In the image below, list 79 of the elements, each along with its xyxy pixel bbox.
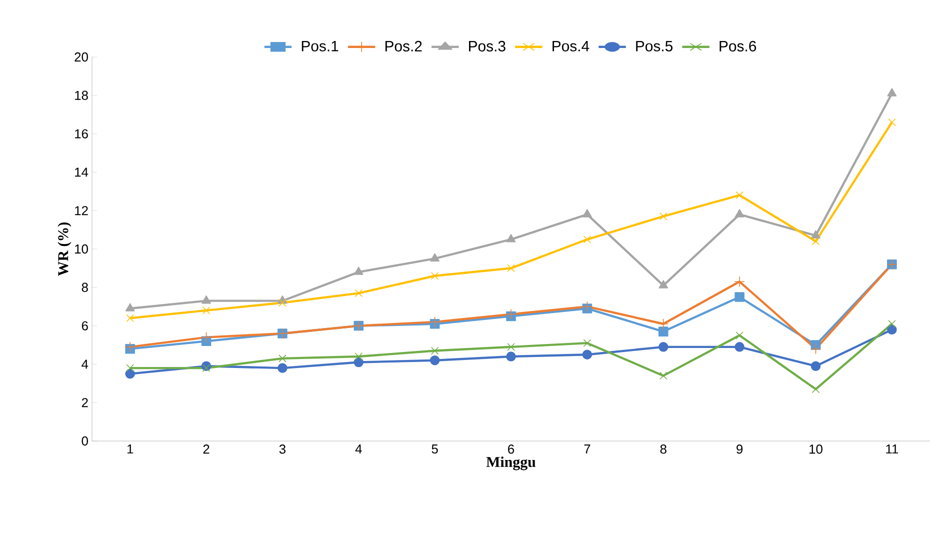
x-tick-label: 3 xyxy=(279,444,286,454)
x-tick-label: 2 xyxy=(203,444,210,454)
point xyxy=(506,234,516,242)
point xyxy=(659,372,668,380)
x-tick-label: 6 xyxy=(508,444,514,454)
legend-label: Pos.3 xyxy=(469,40,506,52)
y-tick-label: 10 xyxy=(75,244,88,254)
legend-label: Pos.1 xyxy=(302,40,338,52)
legend-label: Pos.4 xyxy=(552,40,590,52)
point xyxy=(582,209,592,218)
point xyxy=(506,308,516,320)
point xyxy=(354,352,363,360)
point xyxy=(734,209,744,218)
point xyxy=(354,289,363,298)
x-tick-label: 1 xyxy=(127,444,134,454)
point xyxy=(278,363,288,373)
point xyxy=(430,346,439,355)
point xyxy=(507,342,515,351)
point xyxy=(736,191,744,200)
point xyxy=(507,264,515,272)
legend-label: Pos.2 xyxy=(385,40,422,52)
point xyxy=(812,237,820,246)
x-axis-title: Minggu xyxy=(486,456,536,470)
point xyxy=(734,292,744,302)
point xyxy=(202,306,210,314)
x-tick-label: 4 xyxy=(355,444,362,454)
point xyxy=(125,368,135,379)
x-tick-label: 5 xyxy=(432,444,438,454)
point xyxy=(430,355,440,366)
x-tick-label: 7 xyxy=(584,444,590,454)
point xyxy=(658,280,668,288)
point xyxy=(582,350,592,360)
point xyxy=(583,235,592,244)
point xyxy=(506,352,516,362)
point xyxy=(202,364,210,372)
point xyxy=(734,342,744,352)
point xyxy=(200,332,212,343)
y-tick-label: 14 xyxy=(75,168,88,177)
y-tick-label: 2 xyxy=(82,398,88,408)
point xyxy=(582,301,593,312)
x-tick-label: 11 xyxy=(886,444,898,454)
y-tick-label: 20 xyxy=(74,52,88,62)
point xyxy=(126,314,134,322)
y-tick-label: 4 xyxy=(82,360,88,369)
point xyxy=(810,340,821,350)
point xyxy=(354,266,364,275)
point xyxy=(202,295,211,304)
point xyxy=(810,361,821,371)
legend-label: Pos.5 xyxy=(636,40,673,52)
point xyxy=(583,339,592,347)
y-tick-label: 8 xyxy=(82,282,88,292)
point xyxy=(430,253,440,262)
point xyxy=(430,272,439,280)
point xyxy=(278,354,286,362)
point xyxy=(126,364,134,372)
point xyxy=(658,342,668,352)
point xyxy=(658,318,669,330)
y-tick-label: 18 xyxy=(75,90,88,100)
point xyxy=(810,343,822,354)
point xyxy=(125,303,135,312)
point xyxy=(354,357,364,368)
y-axis-title: WR (%) xyxy=(58,222,72,276)
y-tick-label: 12 xyxy=(75,206,88,216)
x-tick-label: 8 xyxy=(660,444,666,454)
point xyxy=(888,118,896,126)
y-tick-label: 0 xyxy=(82,436,88,446)
point xyxy=(658,326,668,336)
point xyxy=(278,298,286,307)
point xyxy=(888,320,896,328)
x-tick-label: 10 xyxy=(810,444,822,454)
legend-label: Pos.6 xyxy=(720,40,756,52)
point xyxy=(734,276,745,288)
y-tick-label: 6 xyxy=(82,321,88,330)
point xyxy=(887,88,897,96)
y-tick-label: 16 xyxy=(75,129,88,138)
point xyxy=(811,230,820,238)
x-tick-label: 9 xyxy=(736,444,743,454)
point xyxy=(659,212,668,220)
point xyxy=(887,324,897,335)
